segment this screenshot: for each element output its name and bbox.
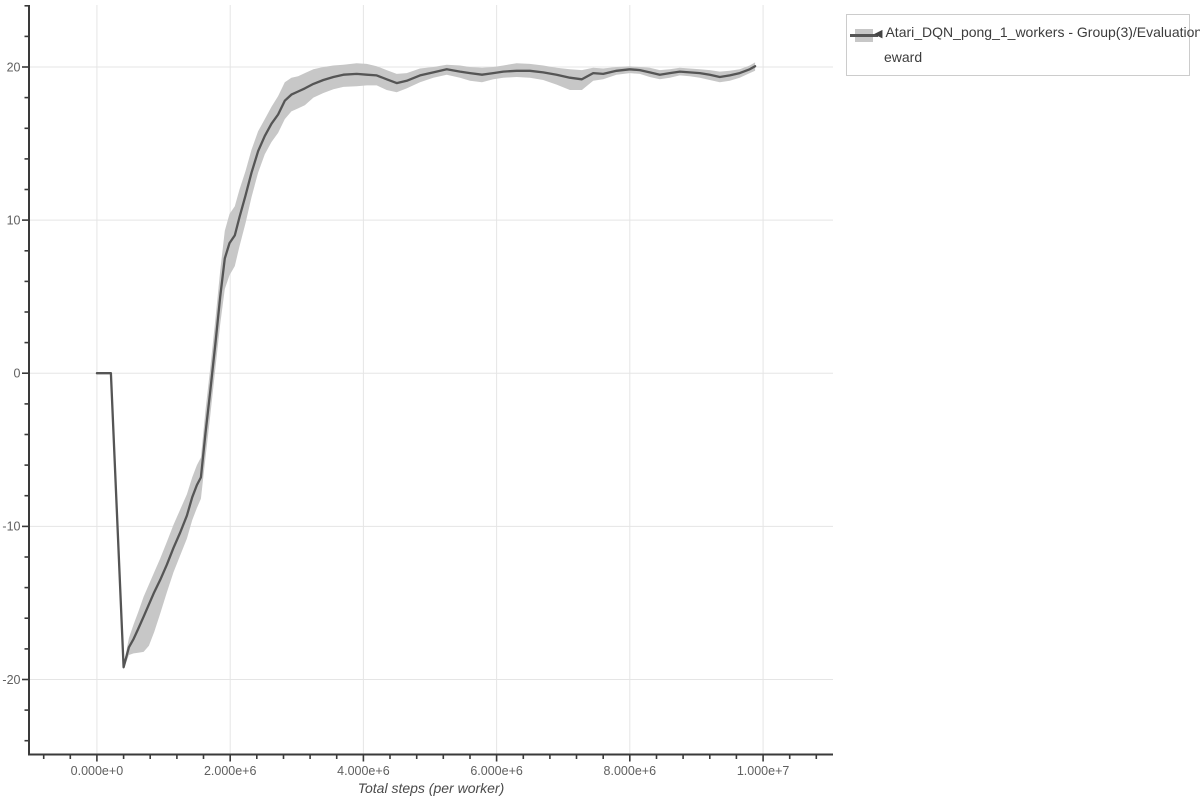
y-tick-label: -20 (2, 673, 20, 687)
legend-label-line1: ◀ Atari_DQN_pong_1_workers - Group(3)/Eva… (874, 22, 1200, 44)
x-axis-title: Total steps (per worker) (357, 780, 505, 796)
x-tick-label: 8.000e+6 (604, 764, 657, 778)
x-tick-label: 6.000e+6 (470, 764, 523, 778)
x-tick-label: 0.000e+0 (71, 764, 124, 778)
legend-label-line2: eward (884, 49, 923, 65)
x-tick-label: 2.000e+6 (204, 764, 257, 778)
y-tick-label: 20 (7, 60, 21, 74)
series-line-swatch (850, 34, 878, 37)
y-tick-label: 10 (7, 213, 21, 227)
series-mean-line (95, 65, 757, 669)
x-tick-label: 1.000e+7 (737, 764, 790, 778)
y-tick-label: -10 (2, 520, 20, 534)
series-confidence-band (96, 62, 756, 670)
y-tick-label: 0 (14, 367, 21, 381)
legend-label-text: Atari_DQN_pong_1_workers - Group(3)/Eval… (885, 24, 1200, 40)
gridlines (29, 5, 833, 755)
axes (28, 5, 833, 756)
legend: ◀ Atari_DQN_pong_1_workers - Group(3)/Eva… (846, 14, 1200, 76)
legend-entry[interactable]: ◀ Atari_DQN_pong_1_workers - Group(3)/Eva… (847, 15, 1200, 75)
series-collapse-icon: ◀ (874, 28, 883, 40)
tick-labels: 0.000e+0 2.000e+6 4.000e+6 6.000e+6 8.000e+6… (2, 60, 789, 778)
series-swatch-icon (850, 28, 878, 43)
x-tick-label: 4.000e+6 (337, 764, 390, 778)
